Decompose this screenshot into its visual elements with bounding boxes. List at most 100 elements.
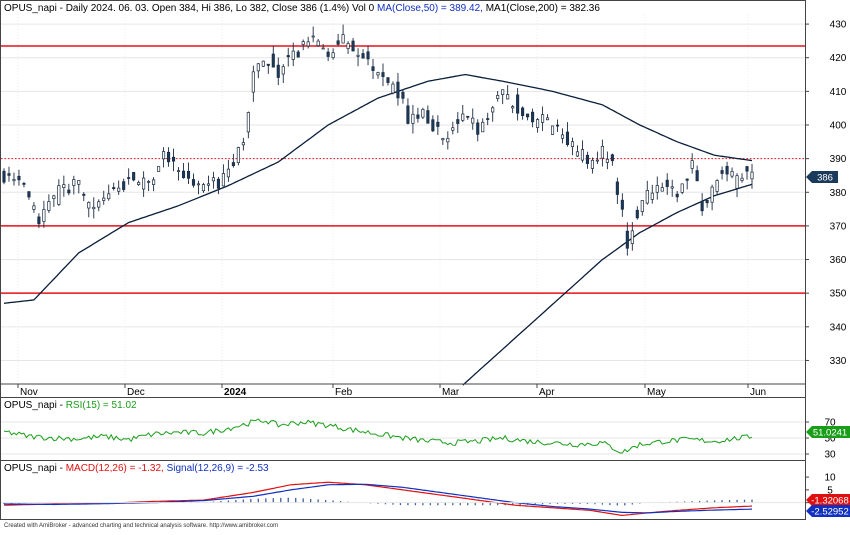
ma50-line	[3, 73, 753, 304]
candle-body	[351, 40, 355, 52]
price-axis: 330 340 350 360 370 380 390 400 410 420 430	[805, 20, 847, 367]
candle-body	[426, 110, 430, 124]
month-label: Apr	[539, 387, 555, 398]
candle-body	[685, 178, 689, 181]
candle-body	[176, 170, 181, 172]
candle-body	[466, 115, 470, 118]
candle-body	[695, 170, 699, 182]
candle-body	[251, 71, 255, 93]
last-price-badge: 386	[806, 171, 838, 184]
candle-body	[162, 151, 166, 160]
candle-body	[570, 141, 575, 148]
candle-body	[645, 190, 649, 204]
candle-body	[560, 134, 565, 139]
candle-body	[431, 119, 435, 132]
month-label: May	[647, 387, 666, 398]
candle-body	[580, 149, 585, 161]
candle-body	[381, 72, 385, 77]
rsi-tick-label: 30	[824, 450, 836, 461]
svg-text:-1.32068: -1.32068	[811, 496, 849, 507]
ma200-line	[462, 183, 753, 386]
candle-body	[291, 50, 295, 60]
candle-body	[486, 118, 490, 120]
candle-body	[371, 66, 375, 71]
candle-body	[341, 34, 345, 44]
candles	[2, 24, 754, 256]
month-label: Dec	[127, 387, 145, 398]
month-label: Jun	[750, 387, 766, 398]
candle-body	[745, 166, 749, 172]
candle-body	[610, 154, 614, 162]
candle-body	[201, 184, 206, 192]
candle-body	[536, 119, 540, 128]
candle-body	[2, 170, 6, 183]
candle-body	[565, 131, 570, 145]
candle-body	[17, 175, 21, 181]
candle-body	[620, 199, 624, 210]
candle-body	[456, 119, 460, 124]
candle-body	[236, 147, 240, 164]
candle-body	[506, 94, 510, 100]
rsi-panel-frame	[0, 397, 806, 461]
candle-body	[321, 47, 325, 50]
macd-value-badge: -1.32068	[806, 494, 850, 507]
candle-body	[545, 117, 550, 121]
candle-body	[42, 209, 46, 222]
candle-body	[640, 200, 644, 212]
candle-body	[152, 179, 156, 185]
candle-body	[575, 151, 580, 157]
candle-body	[550, 125, 555, 135]
candle-body	[451, 127, 455, 131]
macd-tick-label: 10	[824, 473, 836, 484]
candle-body	[286, 55, 290, 58]
candle-body	[196, 183, 201, 186]
candle-body	[142, 177, 146, 190]
svg-text:386: 386	[817, 173, 833, 184]
macd-tick-label: 5	[827, 485, 833, 496]
signal-value-badge: -2.52952	[806, 505, 850, 518]
candle-body	[401, 91, 405, 99]
candle-body	[436, 121, 440, 127]
candle-body	[22, 183, 26, 185]
rsi-line	[3, 418, 753, 454]
candle-body	[730, 171, 734, 177]
price-tick-label: 430	[830, 20, 847, 31]
candle-body	[221, 173, 225, 187]
candle-body	[216, 178, 220, 189]
price-title: OPUS_napi - Daily 2024. 06. 03. Open 384…	[4, 3, 600, 14]
candle-body	[301, 41, 305, 45]
candle-body	[231, 162, 235, 167]
month-label: 2024	[224, 387, 247, 398]
candle-body	[306, 41, 310, 47]
candle-body	[47, 201, 51, 211]
candle-body	[521, 107, 525, 116]
candle-body	[82, 193, 86, 196]
candle-body	[97, 201, 101, 208]
candle-body	[665, 179, 669, 187]
candle-body	[396, 81, 400, 99]
candle-body	[87, 202, 91, 209]
candle-body	[625, 230, 629, 249]
candle-body	[256, 63, 260, 72]
candle-body	[72, 179, 76, 186]
candle-body	[406, 105, 410, 124]
candle-body	[705, 199, 709, 204]
candle-body	[102, 197, 106, 201]
candle-body	[630, 230, 634, 244]
candle-body	[361, 53, 365, 59]
candle-body	[615, 181, 619, 195]
candle-body	[655, 185, 659, 193]
candle-body	[346, 43, 350, 49]
ma200-path	[462, 183, 753, 386]
candle-body	[376, 72, 380, 76]
candle-body	[12, 179, 16, 182]
month-label: Mar	[442, 387, 460, 398]
candle-body	[326, 51, 330, 57]
month-label: Nov	[20, 387, 38, 398]
candle-body	[117, 187, 121, 192]
candle-body	[271, 53, 275, 68]
candle-body	[461, 113, 465, 121]
price-tick-label: 360	[830, 255, 847, 266]
footer-credit: Created with AmiBroker - advanced charti…	[4, 523, 278, 529]
candle-body	[690, 160, 694, 169]
